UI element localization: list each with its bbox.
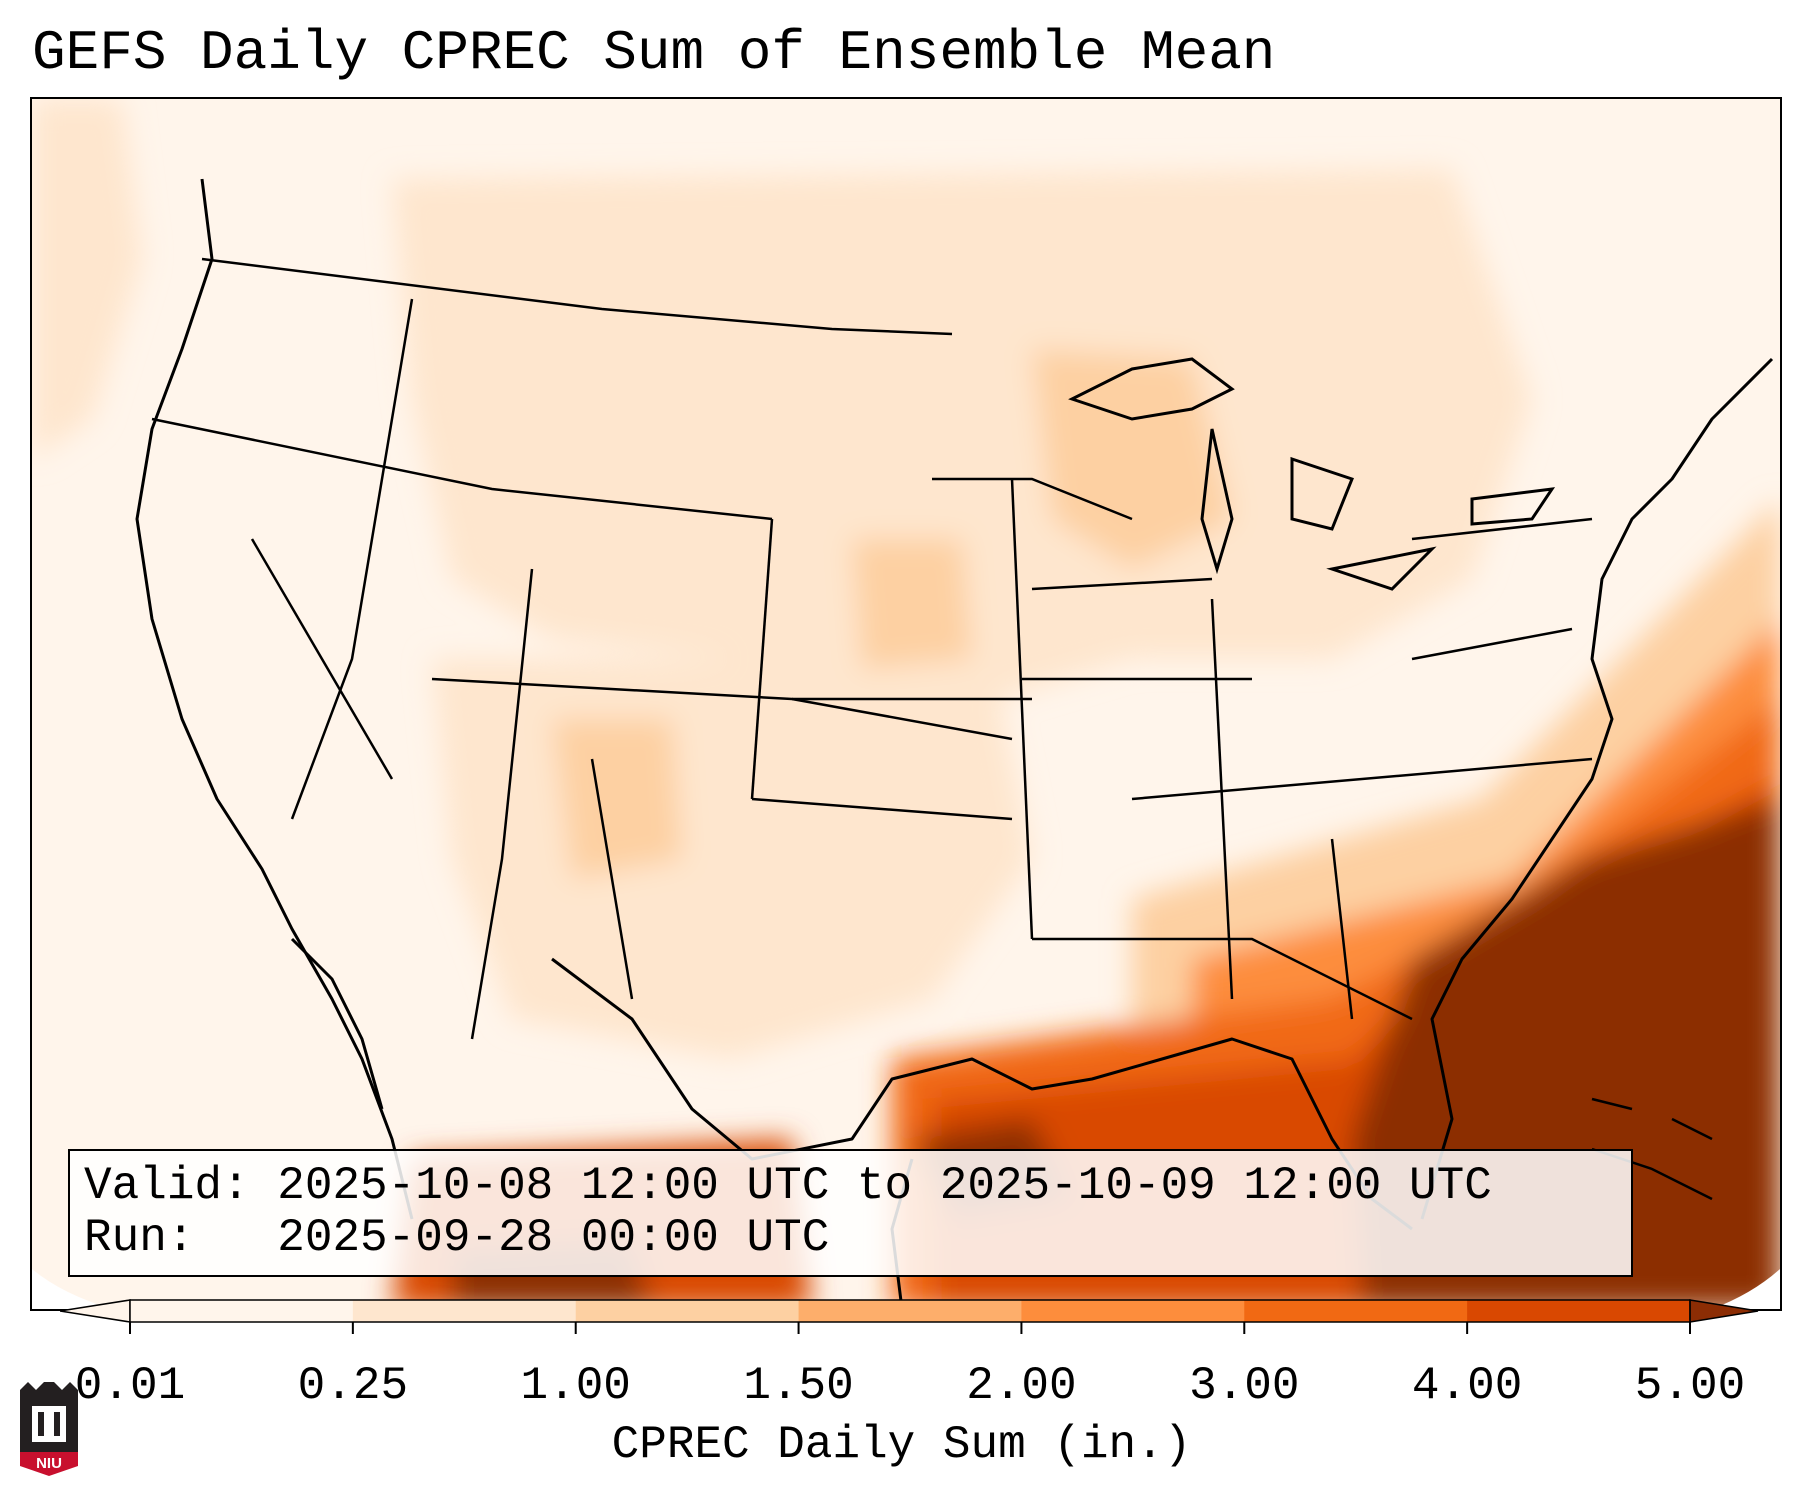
- nebraska-moderate: [852, 539, 972, 669]
- colorbar-segment: [130, 1300, 354, 1322]
- lake-huron: [1290, 456, 1354, 531]
- central-light-region: [392, 169, 1532, 719]
- border-line-d: [470, 568, 534, 1040]
- state-borders: [151, 257, 1593, 1040]
- niu-logo-icon: NIU: [20, 1382, 78, 1476]
- colorbar-tick-label: 3.00: [1189, 1360, 1300, 1412]
- border-line-p: [590, 758, 634, 1000]
- valid-time-line: Valid: 2025-10-08 12:00 UTC to 2025-10-0…: [84, 1160, 1492, 1212]
- colorbar-tick-label: 2.00: [966, 1360, 1077, 1412]
- colorbar-tick-label: 0.01: [74, 1360, 186, 1412]
- canada-border-west: [201, 257, 953, 336]
- colorbar-outline: [129, 1299, 1691, 1323]
- new-mexico-moderate: [552, 719, 682, 879]
- colorbar: [60, 1299, 1759, 1334]
- colorbar-extend-high: [1689, 1299, 1759, 1323]
- lake-erie: [1326, 546, 1437, 591]
- great-lakes-moderate: [1032, 349, 1232, 569]
- border-line-j: [1032, 937, 1413, 1021]
- colorbar-segment: [1021, 1300, 1245, 1322]
- run-time-line: Run: 2025-09-28 00:00 UTC: [84, 1212, 830, 1264]
- colorbar-tick-marks: [129, 1322, 1691, 1334]
- baja-coastline: [290, 937, 384, 1110]
- border-line-g: [751, 797, 1013, 821]
- border-line-q: [1330, 838, 1354, 1020]
- precipitation-field: [32, 99, 1780, 1309]
- border-line-b: [290, 298, 414, 820]
- colorbar-segment: [1467, 1300, 1691, 1322]
- logo-text: NIU: [36, 1455, 62, 1472]
- border-line-n: [1411, 627, 1573, 661]
- border-line-h: [1010, 478, 1034, 940]
- border-line-s: [1031, 577, 1213, 591]
- coastlines: [135, 178, 1774, 1309]
- projection-corner-right: [1712, 1269, 1780, 1309]
- atlantic-coastline: [1420, 357, 1774, 1220]
- colorbar-tick-label: 1.50: [743, 1360, 854, 1412]
- border-line-f: [750, 518, 774, 800]
- lake-superior: [1068, 357, 1235, 421]
- valid-run-infobox: Valid: 2025-10-08 12:00 UTC to 2025-10-0…: [68, 1149, 1633, 1277]
- projection-corner-left: [32, 1269, 112, 1309]
- border-line-k: [1210, 598, 1234, 1000]
- colorbar-tick-label: 1.00: [520, 1360, 631, 1412]
- border-line-i: [932, 477, 1133, 521]
- colorbar-segment: [1244, 1300, 1468, 1322]
- border-line-a: [151, 417, 773, 521]
- border-line-c: [250, 538, 394, 780]
- pacific-light-band: [32, 99, 142, 459]
- colorbar-tick-label: 5.00: [1634, 1360, 1746, 1412]
- gulf-coastline: [551, 957, 1413, 1231]
- map-title: GEFS Daily CPREC Sum of Ensemble Mean: [32, 21, 1276, 85]
- colorbar-segment: [352, 1300, 577, 1322]
- border-line-m: [1411, 517, 1593, 541]
- colorbar-segment: [575, 1300, 800, 1322]
- lake-michigan: [1200, 428, 1234, 575]
- colorbar-segments: [60, 1299, 1759, 1323]
- colorbar-extend-low: [60, 1299, 131, 1323]
- colorbar-tick-label: 0.25: [297, 1360, 409, 1412]
- great-lakes: [1068, 357, 1556, 591]
- colorbar-segment: [798, 1300, 1022, 1322]
- colorbar-tick-label: 4.00: [1411, 1360, 1523, 1412]
- border-line-l: [1131, 757, 1593, 801]
- pacific-coastline: [135, 178, 414, 1220]
- bahamas-a: [1591, 1097, 1633, 1111]
- bahamas-b: [1671, 1117, 1713, 1141]
- lake-ontario: [1470, 487, 1556, 526]
- precipitation-map: Valid: 2025-10-08 12:00 UTC to 2025-10-0…: [30, 97, 1782, 1311]
- colorbar-label: CPREC Daily Sum (in.): [611, 1419, 1192, 1471]
